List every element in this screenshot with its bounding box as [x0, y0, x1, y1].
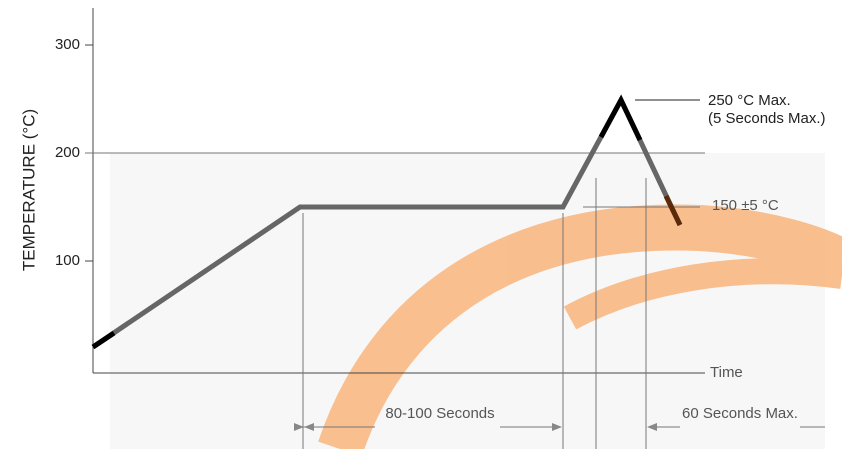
profile-line: [91, 94, 683, 350]
x-axis-label: Time: [710, 364, 743, 381]
profile-highlight: [91, 330, 116, 350]
annotation: 60 Seconds Max.: [682, 405, 798, 422]
profile-highlight: [663, 194, 683, 227]
y-tick-label: 300: [55, 36, 80, 53]
y-tick-label: 100: [55, 252, 80, 269]
annotation: 150 ±5 °C: [712, 197, 779, 214]
watermark: [318, 204, 842, 449]
y-axis-label: TEMPERATURE (°C): [19, 109, 38, 271]
annotation: (5 Seconds Max.): [708, 110, 826, 127]
annotation: 250 °C Max.: [708, 92, 791, 109]
profile-highlight: [598, 94, 643, 142]
y-tick-label: 200: [55, 144, 80, 161]
axes: [85, 8, 705, 374]
annotation: 80-100 Seconds: [385, 405, 494, 422]
